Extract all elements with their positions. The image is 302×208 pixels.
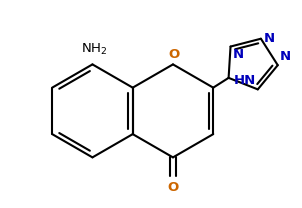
Text: HN: HN — [234, 74, 256, 87]
Text: O: O — [167, 181, 178, 194]
Text: NH$_2$: NH$_2$ — [81, 42, 108, 57]
Text: N: N — [264, 32, 275, 45]
Text: O: O — [168, 48, 179, 61]
Text: N: N — [279, 50, 291, 63]
Text: N: N — [232, 48, 243, 61]
